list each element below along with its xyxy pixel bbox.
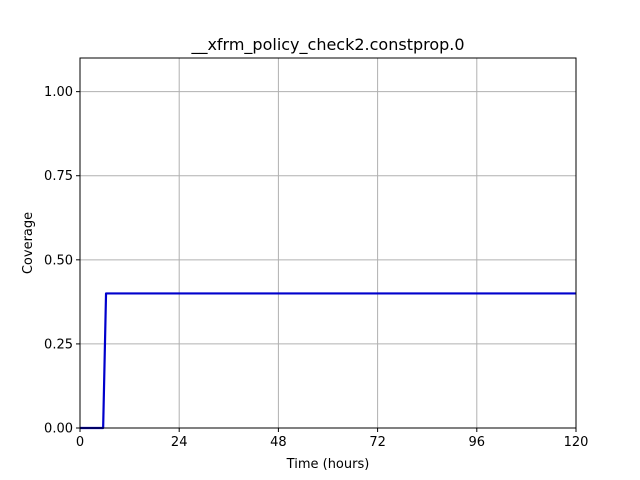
chart-title: __xfrm_policy_check2.constprop.0 <box>190 35 464 55</box>
x-axis: 0 24 48 72 96 120 <box>76 428 589 450</box>
coverage-series-line <box>80 292 576 430</box>
y-tick-label: 1.00 <box>44 85 73 100</box>
x-tick-label: 24 <box>171 435 188 450</box>
y-axis: 0.00 0.25 0.50 0.75 1.00 <box>44 85 80 437</box>
y-axis-label: Coverage <box>21 212 36 274</box>
y-tick-label: 0.75 <box>44 169 73 184</box>
y-tick-label: 0.00 <box>44 422 73 437</box>
x-tick-label: 0 <box>76 435 84 450</box>
y-tick-label: 0.50 <box>44 253 73 268</box>
series-layer <box>80 292 576 430</box>
grid-lines <box>79 58 577 429</box>
x-tick-label: 96 <box>469 435 486 450</box>
y-tick-label: 0.25 <box>44 337 73 352</box>
x-axis-label: Time (hours) <box>286 457 370 472</box>
x-tick-label: 120 <box>564 435 589 450</box>
x-tick-label: 48 <box>270 435 287 450</box>
x-tick-label: 72 <box>369 435 386 450</box>
plot-frame <box>79 57 577 429</box>
